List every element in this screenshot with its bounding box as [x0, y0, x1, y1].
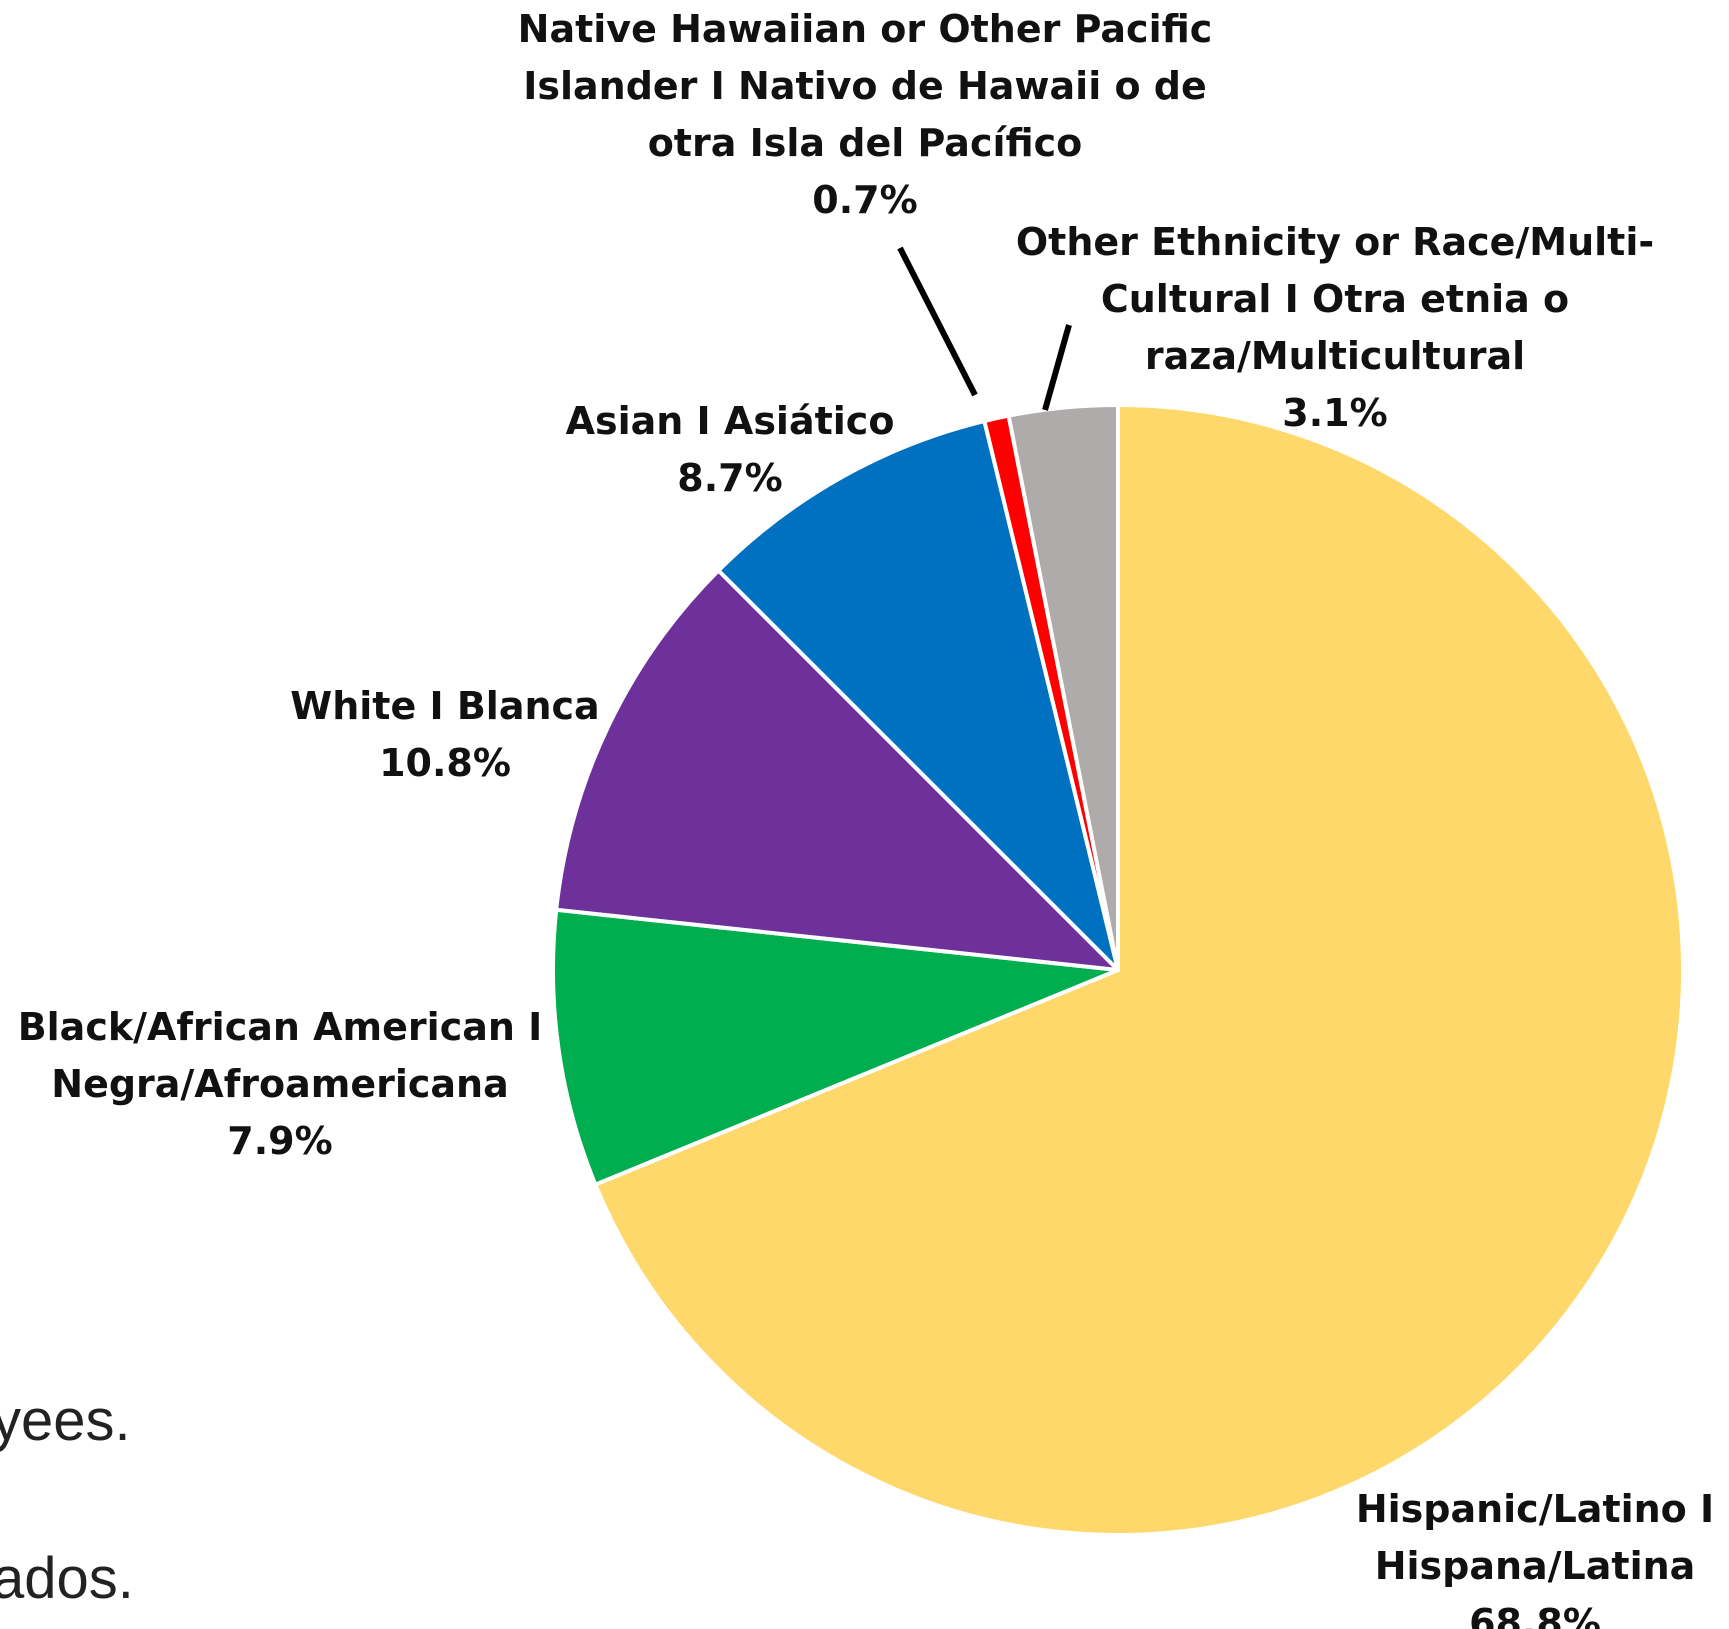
slice-label-1: Hispanic/Latino I Hispana/Latina 68.8% — [1356, 1487, 1714, 1629]
background-text-fragment-2: ados. — [0, 1546, 134, 1611]
slice-label-3: White I Blanca 10.8% — [290, 684, 599, 785]
slice-label-4: Asian I Asiático 8.7% — [566, 399, 895, 500]
slice-value-label: 68.8% — [1469, 1601, 1601, 1629]
slice-value-label: 10.8% — [379, 741, 511, 785]
background-text-fragment-1: yees. — [0, 1388, 131, 1453]
leader-lines — [897, 246, 1072, 411]
slice-category-label: Asian I Asiático — [566, 399, 895, 443]
slice-category-label: Native Hawaiian or Other Pacific — [518, 7, 1213, 51]
slice-category-label: Black/African American I — [18, 1005, 543, 1049]
pie-slice-2 — [551, 907, 1120, 1187]
leader-line-5 — [897, 246, 978, 397]
slice-category-label: Hispanic/Latino I — [1356, 1487, 1714, 1531]
slice-value-label: 8.7% — [677, 456, 782, 500]
slice-value-label: 0.7% — [812, 178, 917, 222]
slice-category-label: Negra/Afroamericana — [51, 1062, 508, 1106]
slice-category-label: Other Ethnicity or Race/Multi- — [1016, 220, 1654, 264]
pie-slice-4 — [716, 419, 1120, 972]
pie-slices — [551, 403, 1685, 1537]
slice-category-label: Cultural I Otra etnia o — [1101, 277, 1569, 321]
leader-line-6 — [1042, 324, 1072, 411]
pie-slice-3 — [554, 568, 1120, 972]
slice-labels: Hispanic/Latino I Hispana/Latina 68.8% Blac… — [18, 7, 1714, 1629]
slice-value-label: 3.1% — [1282, 391, 1387, 435]
slice-category-label: Islander I Nativo de Hawaii o de — [523, 64, 1207, 108]
slice-value-label: 7.9% — [227, 1119, 332, 1163]
slice-label-2: Black/African American I Negra/Afroameric… — [18, 1005, 543, 1163]
slice-category-label: raza/Multicultural — [1145, 334, 1525, 378]
slice-category-label: Hispana/Latina — [1375, 1544, 1696, 1588]
pie-slice-6 — [1006, 403, 1120, 972]
slice-label-5: Native Hawaiian or Other Pacific Islander… — [518, 7, 1213, 222]
pie-slice-1 — [593, 403, 1685, 1537]
slice-category-label: otra Isla del Pacífico — [648, 121, 1083, 165]
slice-category-label: White I Blanca — [290, 684, 599, 728]
slice-label-6: Other Ethnicity or Race/Multi- Cultural I… — [1016, 220, 1654, 435]
